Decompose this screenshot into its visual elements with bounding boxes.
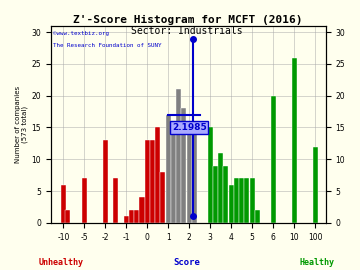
- Bar: [213, 166, 218, 223]
- Bar: [65, 210, 70, 223]
- Bar: [166, 115, 171, 223]
- Bar: [187, 134, 192, 223]
- Text: Sector: Industrials: Sector: Industrials: [131, 26, 243, 36]
- Bar: [103, 140, 108, 223]
- Text: 2.1985: 2.1985: [172, 123, 207, 132]
- Bar: [292, 58, 297, 223]
- Text: Unhealthy: Unhealthy: [39, 258, 84, 267]
- Bar: [150, 140, 155, 223]
- Bar: [234, 178, 239, 223]
- Text: ©www.textbiz.org: ©www.textbiz.org: [53, 31, 109, 36]
- Bar: [82, 178, 87, 223]
- Bar: [181, 109, 186, 223]
- Title: Z'-Score Histogram for MCFT (2016): Z'-Score Histogram for MCFT (2016): [73, 15, 303, 25]
- Text: Score: Score: [174, 258, 201, 267]
- Bar: [239, 178, 244, 223]
- Bar: [249, 178, 255, 223]
- Bar: [61, 185, 66, 223]
- Y-axis label: Number of companies
(573 total): Number of companies (573 total): [15, 86, 28, 163]
- Bar: [124, 217, 129, 223]
- Bar: [312, 147, 318, 223]
- Text: The Research Foundation of SUNY: The Research Foundation of SUNY: [53, 43, 161, 48]
- Bar: [244, 178, 249, 223]
- Bar: [223, 166, 228, 223]
- Text: Healthy: Healthy: [299, 258, 334, 267]
- Bar: [129, 210, 134, 223]
- Bar: [271, 96, 276, 223]
- Bar: [192, 134, 197, 223]
- Bar: [218, 153, 223, 223]
- Bar: [255, 210, 260, 223]
- Bar: [171, 134, 176, 223]
- Bar: [113, 178, 118, 223]
- Bar: [161, 172, 166, 223]
- Bar: [229, 185, 234, 223]
- Bar: [176, 89, 181, 223]
- Bar: [134, 210, 139, 223]
- Bar: [139, 197, 144, 223]
- Bar: [155, 127, 160, 223]
- Bar: [145, 140, 150, 223]
- Bar: [208, 127, 213, 223]
